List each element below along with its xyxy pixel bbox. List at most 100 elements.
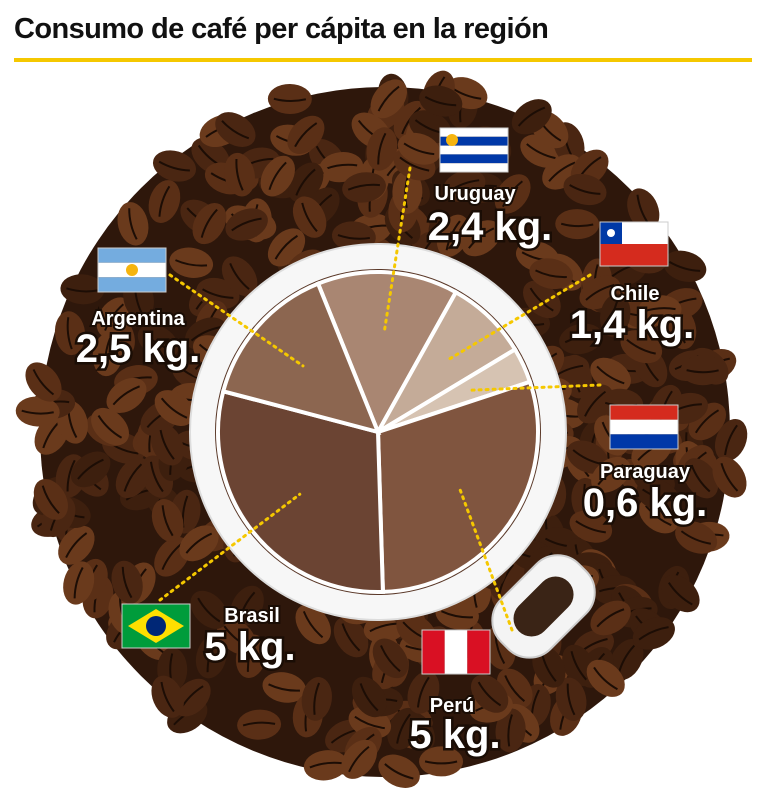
bean-crease <box>448 179 480 193</box>
bean <box>529 258 573 290</box>
bean-crease <box>21 409 54 415</box>
bean <box>436 214 470 257</box>
bean-crease <box>597 464 624 486</box>
bean-crease <box>104 303 125 331</box>
bean-crease <box>158 185 171 217</box>
bean-crease <box>301 202 318 232</box>
leader-line <box>168 273 305 368</box>
pie-slice <box>315 270 459 437</box>
bean-crease <box>668 260 701 272</box>
bean-crease <box>41 485 60 514</box>
leader-line <box>382 166 412 334</box>
bean <box>54 311 86 356</box>
bean-crease <box>560 222 594 228</box>
flag-stripe <box>440 136 508 146</box>
bean-crease <box>294 122 318 148</box>
bean-crease <box>548 161 576 182</box>
bean <box>590 357 631 393</box>
bean-crease <box>158 160 190 172</box>
bean-crease <box>611 299 619 332</box>
bean <box>169 247 214 278</box>
flag-stripe <box>444 630 468 674</box>
bean <box>111 560 143 604</box>
bean <box>366 127 398 171</box>
bean <box>230 585 264 628</box>
bean-crease <box>121 566 133 599</box>
category-label: Perú <box>430 695 474 717</box>
bean-crease <box>424 760 458 765</box>
category-label: Argentina <box>91 308 185 330</box>
bean-crease <box>229 262 250 290</box>
bean-crease <box>337 234 370 240</box>
bean-crease <box>149 461 164 493</box>
pie-slice <box>220 281 382 435</box>
value-label: 5 kg. <box>204 625 295 669</box>
bean-crease <box>128 208 138 240</box>
bean <box>495 708 526 753</box>
bean-crease <box>638 626 669 641</box>
bean-crease <box>66 317 73 350</box>
bean-crease <box>617 644 636 674</box>
bean-crease <box>593 666 618 691</box>
bean-crease <box>690 464 711 493</box>
flag-border <box>97 247 167 293</box>
bean <box>600 293 631 338</box>
bean-crease <box>570 651 587 681</box>
bean <box>675 521 718 554</box>
flag-border <box>439 127 509 173</box>
flag-stripe <box>600 244 668 266</box>
bean <box>590 600 631 636</box>
bean <box>627 188 660 231</box>
bean-crease <box>596 608 625 628</box>
bean <box>419 746 464 777</box>
bean <box>342 172 386 203</box>
bean-crease <box>680 530 711 545</box>
bean-crease <box>123 463 143 492</box>
bean-crease <box>720 463 739 492</box>
category-label: Paraguay <box>600 461 691 483</box>
bean-crease <box>268 683 300 692</box>
bean-crease <box>585 283 615 301</box>
bean-crease <box>302 610 324 639</box>
bean-crease <box>517 106 546 127</box>
bean-crease <box>384 763 414 780</box>
bean <box>115 457 151 499</box>
bean-crease <box>160 681 175 713</box>
bean-crease <box>77 458 104 480</box>
value-label: 5 kg. <box>409 713 500 757</box>
flag-border <box>421 629 491 675</box>
bean-crease <box>221 120 250 140</box>
bean <box>150 423 184 466</box>
pie-slice <box>216 388 385 594</box>
bean-crease <box>564 334 597 344</box>
bean-crease <box>642 488 673 502</box>
bean <box>237 709 282 740</box>
bean <box>262 672 307 703</box>
bean <box>292 196 327 238</box>
bean-crease <box>295 168 316 196</box>
bean-crease <box>535 269 567 279</box>
bean <box>663 250 707 283</box>
value-label: 2,4 kg. <box>428 205 553 249</box>
bean-crease <box>66 287 99 293</box>
bean-crease <box>507 714 513 747</box>
bean <box>569 510 613 543</box>
bean-crease <box>73 566 84 599</box>
flag-stripe <box>440 154 508 164</box>
flag-stripe <box>440 145 508 155</box>
bean-crease <box>66 459 76 492</box>
bean-crease <box>347 183 380 191</box>
bean <box>267 84 312 115</box>
bean-crease <box>668 582 693 606</box>
bean-crease <box>377 132 387 165</box>
leader-line <box>158 492 302 602</box>
flag-stripe <box>610 419 678 435</box>
bean <box>632 617 675 650</box>
bean-crease <box>309 761 342 769</box>
flag-stripe <box>98 248 166 263</box>
bean <box>117 202 149 246</box>
category-label: Chile <box>611 283 660 305</box>
bean <box>351 676 387 718</box>
